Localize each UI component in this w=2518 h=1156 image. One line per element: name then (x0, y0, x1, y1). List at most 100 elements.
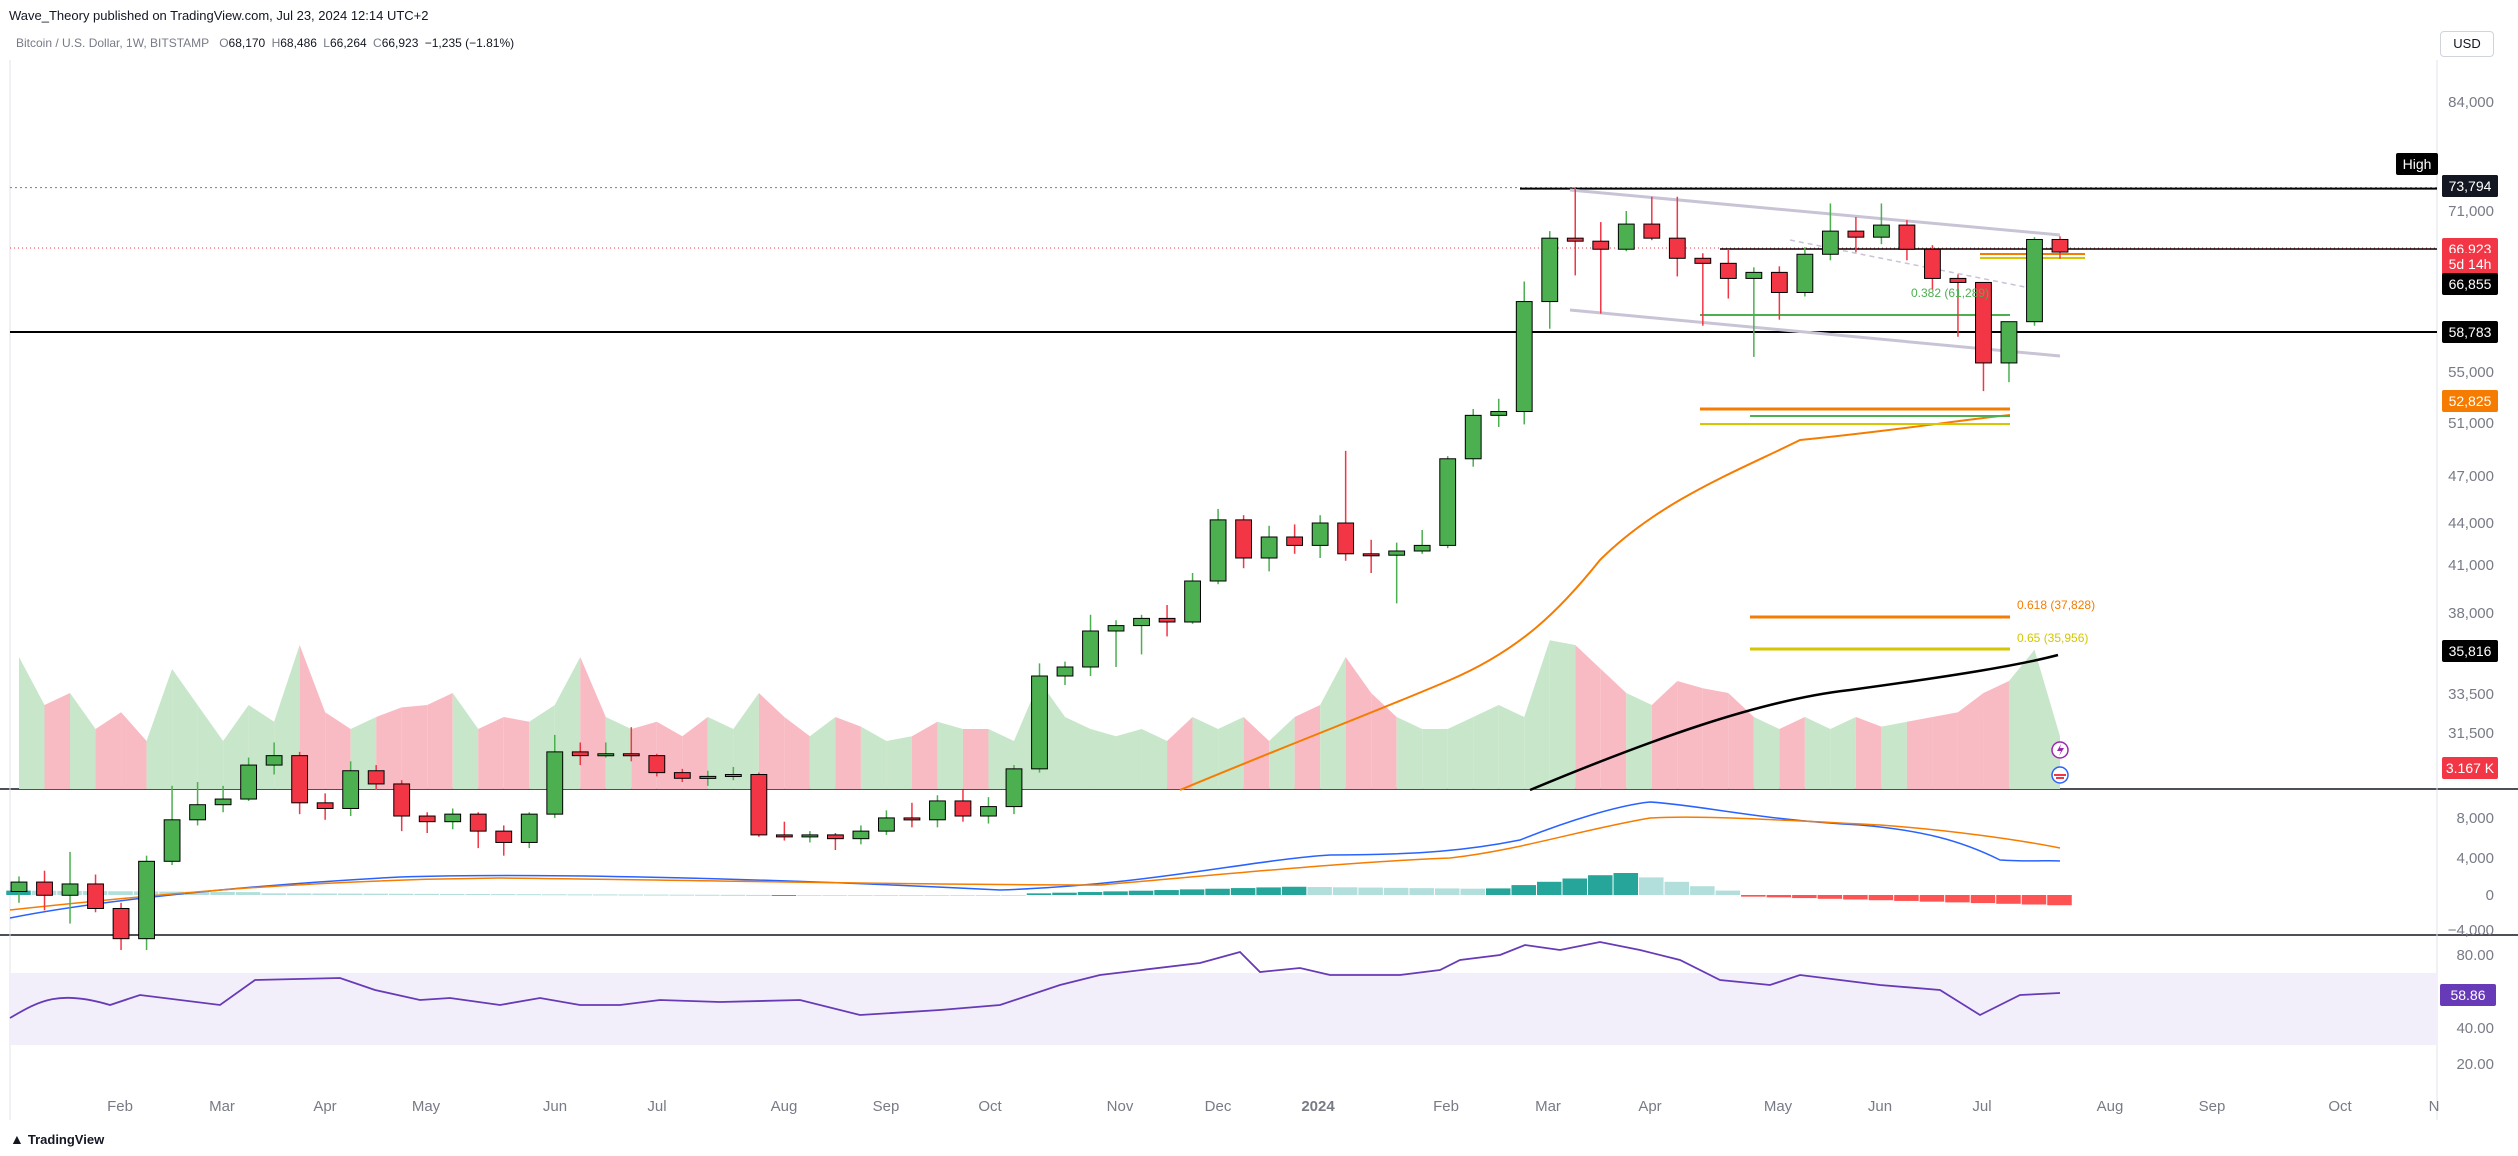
volume-bar (1932, 712, 1958, 789)
time-axis-label: Aug (771, 1098, 798, 1115)
candle (469, 813, 487, 832)
macd-histogram-bar (848, 895, 873, 896)
candle (1719, 262, 1737, 279)
macd-histogram-bar (797, 895, 822, 896)
candle (1031, 675, 1048, 770)
macd-histogram-bar (1409, 888, 1434, 895)
macd-histogram-bar (210, 891, 235, 895)
macd-histogram-bar (1434, 888, 1460, 895)
lightning-icon-glyph (2057, 744, 2064, 756)
volume-bar (1090, 729, 1117, 789)
price-tag-text: 35,816 (2449, 643, 2492, 659)
macd-histogram-bar (261, 893, 286, 895)
volume-bar (401, 705, 428, 789)
volume-bar (1830, 717, 1856, 789)
volume-bar (886, 736, 912, 789)
macd-histogram-bar (695, 894, 720, 896)
footer-brand[interactable]: ▲ TradingView (10, 1131, 104, 1147)
volume-bar (1345, 657, 1372, 789)
macd-histogram-bar (159, 891, 184, 895)
volume-bar (1473, 705, 1499, 789)
fib-label: 0.618 (37,828) (2017, 598, 2095, 612)
macd-histogram-bar (1485, 888, 1511, 895)
candle (291, 755, 309, 804)
candles-layer (10, 187, 2069, 950)
candle (724, 774, 742, 778)
time-axis-label: Oct (2328, 1098, 2352, 1115)
volume-bar (478, 717, 504, 789)
volume-bar (427, 693, 453, 789)
candle (138, 860, 155, 940)
candle (418, 815, 436, 823)
macd-histogram-bar (363, 893, 388, 895)
volume-bar (1804, 717, 1831, 789)
rsi-pane: 58.86 (9, 941, 2496, 1045)
price-axis-label: 47,000 (2448, 468, 2494, 485)
macd-histogram-bar (1843, 895, 1868, 900)
candle (597, 753, 615, 757)
price-tag-text: High (2403, 156, 2432, 172)
volume-layer (19, 640, 2060, 789)
candle (112, 907, 130, 940)
fib-label: 0.382 (61,289) (1911, 286, 1989, 300)
volume-bar (452, 693, 479, 789)
volume-bar (1422, 729, 1448, 789)
candle (648, 755, 666, 774)
price-axis-label: 38,000 (2448, 605, 2494, 622)
volume-bar (1243, 717, 1270, 789)
price-tag-text: 52,825 (2449, 393, 2492, 409)
volume-bar (1320, 657, 1346, 789)
macd-histogram-bar (1588, 875, 1613, 895)
macd-histogram-bar (2021, 895, 2047, 905)
macd-histogram-bar (465, 894, 490, 896)
macd-histogram-bar (924, 895, 950, 896)
price-axis-label: 84,000 (2448, 94, 2494, 111)
change-value: −1,235 (−1.81%) (424, 36, 515, 50)
macd-histogram-bar (1230, 888, 1256, 895)
time-axis-label: Apr (1638, 1098, 1661, 1115)
volume-bar (503, 717, 530, 789)
candle (801, 834, 819, 838)
volume-bar (733, 693, 759, 789)
time-axis[interactable]: Feb Mar Apr May Jun Jul Aug Sep Oct Nov Dec 2024 Feb… (107, 1098, 2439, 1115)
volume-bar (19, 657, 45, 789)
symbol-name[interactable]: Bitcoin / U.S. Dollar, 1W, BITSTAMP (16, 36, 210, 50)
candle (1515, 301, 1533, 413)
candle (980, 806, 997, 817)
time-axis-label: May (412, 1098, 441, 1115)
fib-labels: 0.382 (61,289) 0.618 (37,828) 0.65 (35,956… (1911, 286, 2095, 645)
candle (1362, 553, 1380, 557)
candle (1821, 230, 1839, 255)
currency-button[interactable]: USD (2440, 31, 2494, 57)
candle (240, 764, 258, 800)
candle (342, 770, 360, 809)
macd-histogram-bar (950, 895, 975, 896)
ema-orange-line (1179, 414, 2011, 791)
macd-histogram-bar (1128, 890, 1154, 895)
low-label: L (323, 36, 330, 50)
price-axis-label: 55,000 (2448, 364, 2494, 381)
macd-axis-label: 8,000 (2456, 810, 2494, 827)
candle (1617, 223, 1635, 250)
volume-bar (1728, 693, 1754, 789)
price-axis[interactable]: 84,000 71,000 55,000 51,000 47,000 44,000 41,0… (2448, 94, 2494, 1073)
price-tag-text: 58,783 (2449, 324, 2492, 340)
macd-histogram-bar (618, 894, 644, 896)
time-axis-label: May (1764, 1098, 1793, 1115)
candle (1847, 230, 1865, 238)
candle (929, 800, 946, 821)
macd-histogram-bar (414, 893, 439, 895)
macd-histogram-bar (1562, 878, 1588, 895)
volume-bar (172, 669, 198, 789)
indicator-icons (2051, 741, 2069, 784)
macd-histogram-bar (1766, 895, 1792, 898)
candle (2051, 238, 2069, 253)
price-tag-volume-tag (2442, 757, 2498, 779)
volume-bar (580, 657, 606, 789)
footer-brand-label: TradingView (27, 1131, 105, 1147)
macd-axis-label: 4,000 (2456, 850, 2494, 867)
close-value: 66,923 (381, 36, 419, 50)
macd-histogram-bar (1945, 895, 1970, 903)
volume-bar (1600, 669, 1627, 789)
